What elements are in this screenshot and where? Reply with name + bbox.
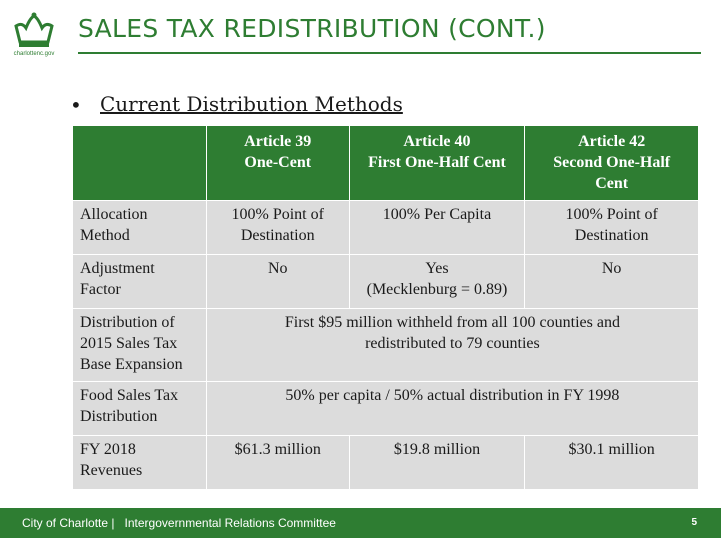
table-cell: $61.3 million [205, 435, 350, 490]
slide-subtitle: Current Distribution Methods [100, 92, 403, 116]
slide-title: SALES TAX REDISTRIBUTION (CONT.) [78, 14, 546, 43]
header-article-40: Article 40 First One-Half Cent [348, 125, 526, 201]
table-row: Distribution of 2015 Sales Tax Base Expa… [72, 308, 700, 382]
header-article-42: Article 42 Second One-Half Cent [524, 125, 699, 201]
footer-separator: | [111, 516, 115, 530]
table-row: Food Sales Tax Distribution 50% per capi… [72, 381, 700, 436]
table-row: Adjustment Factor No Yes (Mecklenburg = … [72, 254, 699, 309]
table-cell: Yes (Mecklenburg = 0.89) [348, 254, 526, 309]
table-cell: $30.1 million [524, 435, 699, 490]
table-cell: 100% Point of Destination [524, 200, 699, 255]
footer-org: City of Charlotte [22, 516, 109, 530]
row-header: Allocation Method [72, 200, 207, 255]
row-header: Food Sales Tax Distribution [72, 381, 207, 436]
city-logo: charlottenc.gov [10, 12, 58, 62]
footer-text: City of Charlotte | Intergovernmental Re… [22, 516, 336, 530]
merged-cell: 50% per capita / 50% actual distribution… [205, 381, 700, 436]
header-corner [72, 125, 207, 201]
title-divider [78, 52, 701, 54]
table-cell: No [205, 254, 350, 309]
table-cell: $19.8 million [348, 435, 526, 490]
row-header: Adjustment Factor [72, 254, 207, 309]
distribution-table: Article 39 One-Cent Article 40 First One… [72, 125, 700, 490]
header-article-39: Article 39 One-Cent [205, 125, 350, 201]
table-cell: 100% Point of Destination [205, 200, 350, 255]
page-number: 5 [691, 517, 697, 528]
crown-icon [14, 12, 54, 47]
merged-cell: First $95 million withheld from all 100 … [205, 308, 700, 382]
footer-bar: City of Charlotte | Intergovernmental Re… [0, 508, 721, 538]
table-cell: No [524, 254, 699, 309]
table-row: FY 2018 Revenues $61.3 million $19.8 mil… [72, 435, 699, 490]
table-header-row: Article 39 One-Cent Article 40 First One… [72, 125, 699, 201]
bullet-icon: • [70, 93, 82, 117]
table-cell: 100% Per Capita [348, 200, 526, 255]
logo-text: charlottenc.gov [13, 51, 55, 57]
table-row: Allocation Method 100% Point of Destinat… [72, 200, 699, 255]
row-header: FY 2018 Revenues [72, 435, 207, 490]
footer-committee: Intergovernmental Relations Committee [124, 516, 336, 530]
row-header: Distribution of 2015 Sales Tax Base Expa… [72, 308, 207, 382]
